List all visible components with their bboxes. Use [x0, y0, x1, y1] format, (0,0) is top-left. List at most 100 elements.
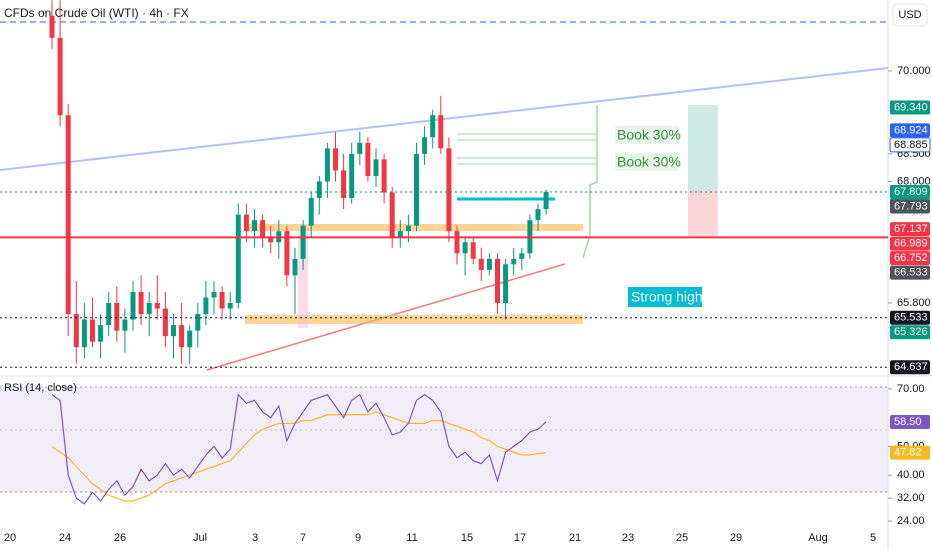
x-tick-label: 15 — [461, 532, 473, 544]
candle-body — [122, 319, 128, 331]
price-badge — [890, 445, 930, 460]
book-lines — [457, 133, 597, 165]
x-tick-label: 9 — [355, 532, 361, 544]
candle-body — [179, 325, 185, 348]
x-tick-label: 23 — [622, 532, 634, 544]
candle-body — [203, 297, 209, 315]
candle-body — [284, 231, 290, 276]
annotation-bg — [628, 287, 702, 307]
price-badge-label: 47.82 — [894, 447, 922, 459]
candle-body — [90, 319, 95, 342]
price-badge — [890, 265, 930, 280]
candle-body — [373, 159, 379, 176]
price-badge — [890, 360, 930, 375]
currency-box[interactable] — [892, 3, 928, 27]
candle-body — [511, 258, 517, 265]
rsi-tick-label: 40.00 — [897, 469, 925, 481]
x-tick-label: 3 — [252, 532, 258, 544]
highlight — [298, 228, 308, 328]
price-badge-label: 64.637 — [894, 361, 928, 373]
candle-body — [235, 214, 241, 304]
candle-body — [503, 264, 509, 304]
currency: USD — [898, 9, 921, 21]
candle-body — [341, 170, 347, 199]
price-badge-label: 66.989 — [894, 238, 928, 250]
candle-body — [357, 142, 363, 154]
x-tick-label: 29 — [730, 532, 742, 544]
candle-body — [57, 37, 63, 116]
price-badge-label: 67.793 — [894, 200, 928, 212]
candle-body — [65, 115, 71, 315]
x-tick-label: 25 — [676, 532, 688, 544]
price-badge — [890, 185, 930, 200]
candle-body — [389, 192, 395, 237]
candle-body — [365, 142, 371, 176]
zone — [245, 315, 583, 324]
candle-body — [138, 291, 144, 315]
rsi-ma-line — [51, 411, 547, 502]
x-tick-label: 24 — [59, 532, 71, 544]
candle-body — [243, 214, 249, 232]
rsi-tick-label: 70.00 — [897, 383, 925, 395]
price-badge — [889, 137, 931, 153]
candle-body — [446, 148, 452, 232]
candle-body — [495, 258, 500, 304]
candle-body — [81, 319, 87, 348]
target-zone — [688, 105, 718, 190]
trendline — [0, 67, 889, 171]
candle-body — [260, 220, 266, 237]
x-tick-label: Aug — [808, 532, 828, 544]
candle-body — [422, 137, 428, 154]
rsi-tick-label: 24.00 — [897, 515, 925, 527]
price-badge-label: 68.924 — [894, 124, 928, 136]
candle-body — [106, 303, 112, 326]
candle-body — [252, 220, 257, 232]
candle-body — [324, 148, 330, 182]
price-badge — [890, 414, 930, 429]
price-badge — [890, 199, 930, 214]
candle-body — [405, 225, 411, 232]
price-badge-label: 67.809 — [894, 186, 928, 198]
candle-body — [414, 153, 419, 226]
candle-body — [227, 303, 233, 309]
y-tick-label: 70.000 — [897, 65, 931, 77]
x-tick-label: Jul — [193, 532, 207, 544]
candle-body — [187, 330, 193, 348]
candle-body — [211, 291, 217, 298]
chart-title: CFDs on Crude Oil (WTI) · 4h · FX — [4, 6, 189, 20]
annotation: Book 30% — [617, 127, 681, 143]
y-tick-label: 68.000 — [897, 175, 931, 187]
candle-body — [397, 231, 403, 237]
price-badge — [890, 325, 930, 340]
rsi-band — [0, 387, 888, 492]
x-tick-label: 26 — [114, 532, 126, 544]
candle-body — [308, 198, 314, 226]
candle-body — [478, 258, 484, 270]
candle-body — [486, 258, 492, 270]
price-badge — [890, 236, 930, 251]
price-badge-label: 58.50 — [894, 416, 922, 428]
candle-body — [543, 191, 549, 210]
x-tick-label: 21 — [569, 532, 581, 544]
price-badge — [890, 100, 930, 115]
annotation-bg — [615, 126, 679, 144]
rsi-line — [51, 393, 547, 505]
stop-zone — [688, 190, 718, 236]
price-badge — [890, 251, 930, 266]
x-tick-label: 11 — [406, 532, 417, 544]
candle-body — [438, 115, 444, 149]
candle-body — [98, 325, 104, 342]
candle-body — [171, 325, 176, 337]
candle-body — [162, 308, 168, 337]
candle-body — [292, 258, 298, 276]
price-badge-label: 69.340 — [894, 101, 928, 113]
candle-body — [146, 303, 152, 315]
x-tick-label: 17 — [514, 532, 526, 544]
candle-body — [73, 314, 79, 348]
annotation: Book 30% — [617, 154, 681, 170]
rsi-tick-label: 32.00 — [897, 492, 925, 504]
candle-body — [349, 153, 355, 199]
price-badge-label: 65.326 — [894, 326, 928, 338]
candle-body — [114, 303, 120, 331]
